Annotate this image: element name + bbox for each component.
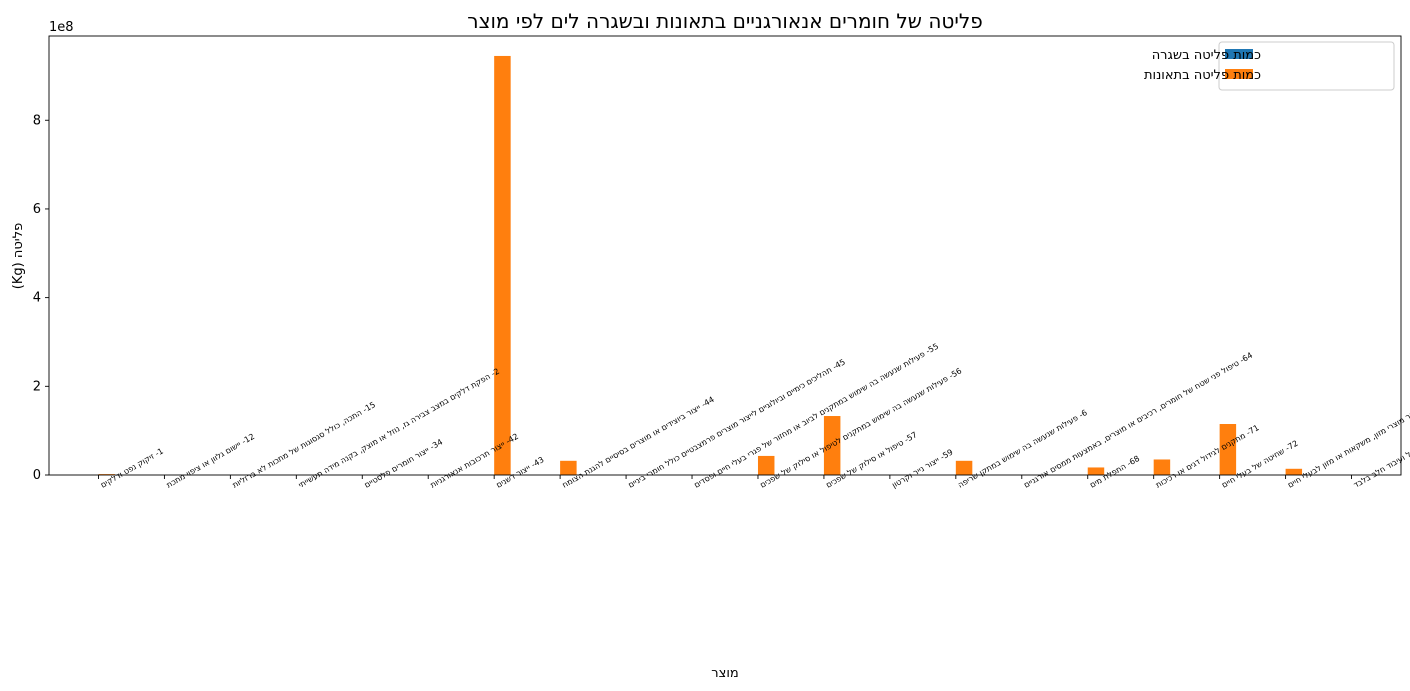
y-tick-label: 4 xyxy=(33,291,41,306)
bar xyxy=(1285,468,1303,475)
y-tick-label: 8 xyxy=(33,113,41,128)
y-tick-label: 6 xyxy=(33,202,41,217)
bar xyxy=(560,460,577,475)
legend: כמות פליטה בשגרה כמות פליטה בתאונות xyxy=(1144,41,1395,91)
y-scale-label: 1e8 xyxy=(49,20,74,35)
x-tick-label: 1- זיקוק נפט ודלקים xyxy=(99,446,165,489)
x-tick-label: 45- תהליכים כימיים וביולוגיים לייצור מוצ… xyxy=(627,357,847,489)
chart-title: פליטה של חומרים אנאורגניים בתאונות ובשגר… xyxy=(467,9,982,33)
legend-swatch xyxy=(1225,49,1253,59)
bar xyxy=(823,416,841,475)
y-tick-label: 0 xyxy=(33,468,41,483)
x-tick-label: 6- פעילות שנעשה בה שימוש במתקן שריפה xyxy=(956,408,1088,490)
legend-swatch xyxy=(1225,69,1253,79)
bar xyxy=(955,460,973,475)
x-tick-label: 59- ייצור נייר וקרטון xyxy=(890,447,954,489)
legend-label: כמות פליטה בתאונות xyxy=(1144,68,1261,83)
x-tick-label: 71- מתקנים לגידול דגים או רכיכות xyxy=(1154,423,1260,490)
x-axis-label: מוצר xyxy=(711,666,738,681)
x-tick-label: 64- טיפול פני שטח של חומרים, רכיבים או מ… xyxy=(1022,351,1254,490)
bar xyxy=(1219,424,1237,475)
x-tick-label: 15- התכה, כולל סגסוגות של מתכות לא ברזלי… xyxy=(231,400,377,490)
bar xyxy=(1153,459,1171,475)
bar xyxy=(757,455,775,475)
bar xyxy=(1087,467,1105,475)
bar xyxy=(494,55,511,476)
legend-box xyxy=(1218,41,1395,91)
x-tick-label: 55- פעילות שנעשה בה שימוש במתקנים לביוב … xyxy=(693,342,941,490)
y-tick-label: 2 xyxy=(33,379,41,394)
legend-label: כמות פליטה בשגרה xyxy=(1152,48,1261,63)
axes-frame xyxy=(48,35,1402,476)
y-axis-label: פליטה (Kg) xyxy=(11,223,26,289)
